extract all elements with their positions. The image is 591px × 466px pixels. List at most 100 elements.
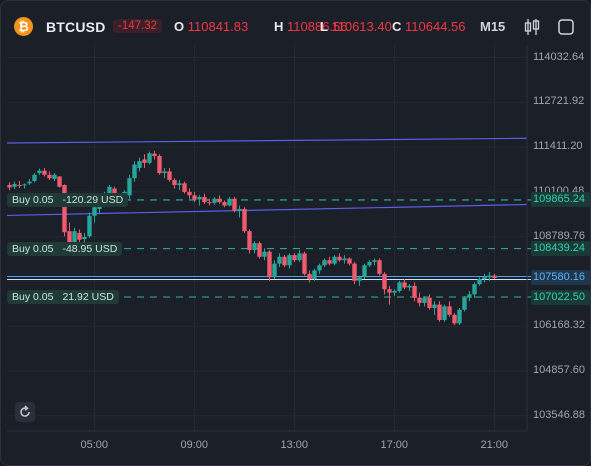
bitcoin-icon: ₿ — [14, 17, 33, 36]
candle-body — [417, 297, 422, 303]
candle-body — [22, 184, 27, 186]
candle-body — [457, 309, 462, 324]
candle-body — [97, 205, 102, 209]
ohlc-high: H 110886.56 — [274, 19, 348, 34]
candle-body — [492, 275, 497, 278]
candle-body — [327, 260, 332, 264]
candle-body — [262, 251, 267, 257]
candle-body — [307, 273, 312, 279]
candle-body — [442, 306, 447, 320]
candle-body — [202, 197, 207, 203]
order-tag[interactable]: Buy 0.05 -48.95 USD — [7, 241, 123, 256]
candle-body — [132, 164, 137, 179]
candle-body — [367, 261, 372, 266]
candle-body — [482, 277, 487, 279]
candle-body — [282, 256, 287, 266]
candle-body — [337, 256, 342, 261]
candle-body — [217, 198, 222, 203]
candle-body — [402, 282, 407, 288]
high-key: H — [274, 19, 284, 34]
price-tick-label: 108789.76 — [533, 229, 585, 242]
candle-body — [62, 185, 67, 233]
candle-body — [372, 260, 377, 262]
candle-body — [422, 297, 427, 303]
candle-body — [212, 198, 217, 203]
candle-body — [382, 273, 387, 290]
candle-body — [292, 255, 297, 261]
candle-body — [182, 183, 187, 192]
order-pnl: -48.95 USD — [62, 242, 118, 255]
candle-body — [247, 231, 252, 250]
candle-body — [472, 284, 477, 295]
order-side: Buy 0.05 — [12, 291, 54, 303]
candle-body — [222, 202, 227, 206]
candle-body — [302, 253, 307, 274]
chart-header: ₿ BTCUSD -147.32 O 110841.83 H 110886.56… — [1, 1, 590, 43]
candle-body — [427, 297, 432, 309]
fullscreen-icon[interactable] — [557, 18, 575, 36]
price-tick-label: 111411.20 — [533, 140, 583, 153]
candle-body — [82, 236, 87, 240]
candle-body — [407, 285, 412, 288]
trendline — [6, 137, 528, 144]
candle-body — [317, 265, 322, 271]
candle-body — [177, 183, 182, 186]
order-tag[interactable]: Buy 0.05 21.92 USD — [7, 290, 119, 304]
candle-body — [127, 178, 132, 196]
candle-body — [252, 243, 257, 250]
order-pnl: 21.92 USD — [62, 291, 114, 303]
price-tick-label: 103546.88 — [533, 408, 585, 421]
candles-icon[interactable] — [523, 18, 541, 36]
candle-body — [197, 197, 202, 200]
candle-body — [242, 208, 247, 232]
order-side: Buy 0.05 — [12, 242, 54, 255]
ohlc-close: C 110644.56 — [392, 19, 466, 34]
candle-body — [57, 176, 62, 187]
candle-body — [322, 260, 327, 266]
reset-chart-button[interactable] — [15, 402, 35, 422]
grid — [7, 45, 527, 431]
price-tick-label: 104857.60 — [533, 363, 585, 376]
candle-body — [312, 270, 317, 279]
time-tick-label: 05:00 — [80, 439, 109, 451]
order-side: Buy 0.05 — [12, 193, 54, 206]
candle-body — [192, 195, 197, 200]
low-key: L — [320, 19, 328, 34]
candle-body — [357, 277, 362, 281]
candle-body — [487, 275, 492, 278]
candle-body — [7, 185, 12, 188]
order-tag[interactable]: Buy 0.05 -120.29 USD — [7, 192, 129, 207]
candle-body — [432, 304, 437, 309]
candle-body — [452, 314, 457, 324]
close-value: 110644.56 — [405, 19, 466, 34]
candle-body — [447, 306, 452, 315]
time-tick-label: 13:00 — [280, 439, 309, 451]
price-tick-label: 106168.32 — [533, 319, 585, 332]
candle-body — [42, 170, 47, 175]
close-key: C — [392, 19, 402, 34]
candle-body — [227, 198, 232, 206]
price-tick-label: 112721.92 — [533, 95, 585, 108]
candle-body — [187, 191, 192, 196]
timeframe-button[interactable]: M15 — [480, 19, 506, 34]
candle-body — [437, 304, 442, 320]
candle-body — [107, 186, 112, 194]
candle-body — [87, 215, 92, 237]
candle-body — [412, 285, 417, 298]
high-value: 110886.56 — [287, 19, 348, 34]
price-tick-label: 114032.64 — [533, 50, 585, 63]
symbol-label[interactable]: BTCUSD — [46, 19, 106, 35]
candle-body — [397, 282, 402, 291]
candle-body — [147, 153, 152, 163]
candle-body — [77, 232, 82, 240]
open-key: O — [174, 19, 185, 34]
candles — [7, 150, 497, 326]
candle-body — [332, 256, 337, 264]
candle-body — [257, 243, 262, 257]
candle-body — [167, 171, 172, 180]
change-badge: -147.32 — [113, 19, 163, 33]
candle-body — [342, 258, 347, 261]
order-price-label: 107022.50 — [531, 289, 590, 305]
